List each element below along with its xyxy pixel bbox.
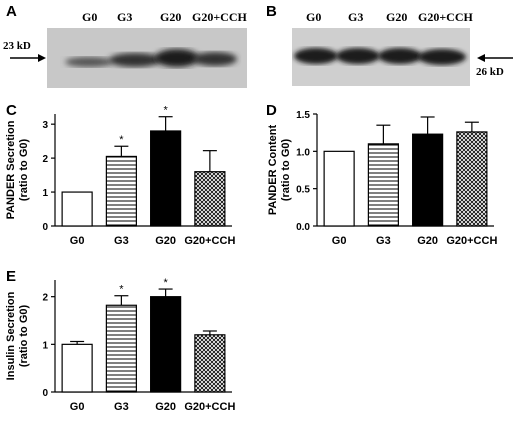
panel-label-d: D — [266, 102, 277, 119]
blot-b-band-3 — [378, 48, 422, 64]
panel-label-c: C — [6, 102, 17, 119]
y-tick-label: 2 — [42, 293, 48, 304]
blot-a-band-1 — [65, 57, 113, 67]
y-tick-label: 1 — [42, 188, 48, 199]
panel-label-b: B — [266, 3, 277, 20]
y-axis-label: PANDER Content(ratio to G0) — [267, 125, 292, 216]
blot-b-lane-g0: G0 — [306, 10, 322, 24]
significance-marker: * — [163, 277, 168, 289]
chart-c: PANDER Secretion(ratio to G0) 0 1 2 3 G0 * G3 * G… — [5, 105, 235, 247]
blot-a-image — [47, 28, 247, 88]
x-tick-label: G3 — [114, 401, 129, 413]
y-tick-label: 1.5 — [296, 110, 310, 121]
blot-b-band-2 — [336, 48, 380, 64]
y-axis-label: PANDER Secretion(ratio to G0) — [5, 120, 30, 219]
blot-a-marker: 23 kD — [3, 40, 31, 52]
significance-marker: * — [119, 284, 124, 296]
y-tick-label: 3 — [42, 120, 48, 131]
bar-g20 — [150, 296, 182, 393]
panel-label-e: E — [6, 268, 17, 285]
x-tick-label: G20+CCH — [446, 235, 497, 247]
y-tick-label: 0.5 — [296, 185, 310, 196]
blot-b-image — [292, 28, 470, 86]
blot-b-lane-g3: G3 — [348, 10, 364, 24]
blot-b-lane-g20: G20 — [386, 10, 408, 24]
y-tick-label: 0 — [42, 388, 48, 399]
significance-marker: * — [163, 105, 168, 117]
chart-e: Insulin Secretion(ratio to G0) 0 1 2 G0 * G3 * G… — [5, 277, 235, 413]
y-axis-label: Insulin Secretion(ratio to G0) — [5, 291, 30, 380]
bar-g20-cch — [194, 171, 226, 227]
blot-b-marker: 26 kD — [476, 66, 504, 78]
bar-g0 — [61, 191, 93, 227]
blot-a-band-4 — [193, 52, 237, 66]
x-tick-label: G0 — [70, 401, 85, 413]
blot-a-lane-g20: G20 — [160, 10, 182, 24]
bar-g3 — [105, 155, 137, 227]
blot-a-band-2 — [109, 53, 161, 67]
bar-g3 — [105, 304, 137, 393]
blot-b-lane-g20cch: G20+CCH — [418, 10, 473, 24]
y-tick-label: 2 — [42, 154, 48, 165]
x-tick-label: G3 — [376, 235, 391, 247]
x-tick-label: G20+CCH — [184, 401, 235, 413]
x-tick-label: G20 — [155, 235, 176, 247]
blot-a-lane-g20cch: G20+CCH — [192, 10, 247, 24]
bar-g0 — [323, 150, 355, 227]
bar-g3 — [367, 143, 399, 227]
y-tick-label: 0.0 — [296, 222, 310, 233]
bar-g20-cch — [456, 131, 488, 227]
x-tick-label: G0 — [70, 235, 85, 247]
y-tick-label: 1 — [42, 340, 48, 351]
blot-a-arrow — [10, 54, 46, 62]
y-tick-label: 0 — [42, 222, 48, 233]
blot-a-band-3 — [155, 49, 199, 67]
significance-marker: * — [119, 134, 124, 146]
blot-b-band-4 — [418, 49, 466, 65]
y-tick-label: 1.0 — [296, 147, 310, 158]
panel-label-a: A — [6, 3, 17, 20]
blot-a-lane-g3: G3 — [117, 10, 133, 24]
x-tick-label: G20+CCH — [184, 235, 235, 247]
chart-d: PANDER Content(ratio to G0) 0.0 0.5 1.0 1.5 G… — [267, 110, 497, 247]
x-tick-label: G0 — [332, 235, 347, 247]
blot-b-arrow — [477, 54, 513, 62]
bar-g0 — [61, 343, 93, 393]
x-tick-label: G20 — [417, 235, 438, 247]
x-tick-label: G3 — [114, 235, 129, 247]
bar-g20 — [150, 130, 182, 227]
x-tick-label: G20 — [155, 401, 176, 413]
bar-g20-cch — [194, 334, 226, 393]
blot-b-band-1 — [294, 48, 338, 64]
blot-a-lane-g0: G0 — [82, 10, 98, 24]
bar-g20 — [412, 133, 444, 227]
